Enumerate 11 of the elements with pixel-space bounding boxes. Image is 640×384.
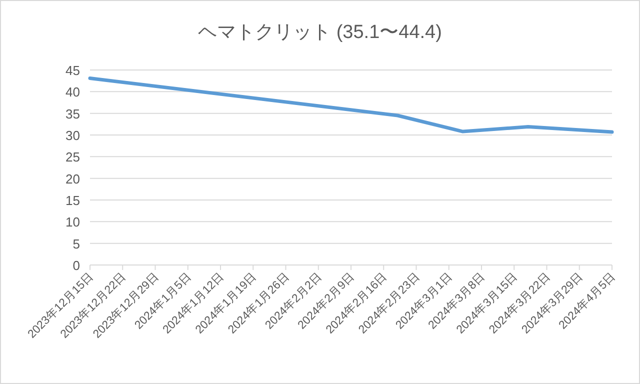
y-tick-label: 25 (66, 150, 80, 165)
y-tick-label: 10 (66, 214, 80, 230)
y-tick-label: 45 (66, 63, 80, 78)
chart-title: ヘマトクリット (35.1〜44.4) (198, 22, 442, 43)
y-tick-label: 35 (66, 106, 80, 122)
y-tick-label: 20 (66, 171, 80, 186)
y-tick-label: 0 (72, 258, 80, 273)
y-tick-label: 40 (66, 84, 80, 100)
y-tick-label: 30 (66, 128, 80, 143)
y-tick-label: 15 (66, 193, 80, 208)
y-tick-label: 5 (72, 236, 80, 252)
